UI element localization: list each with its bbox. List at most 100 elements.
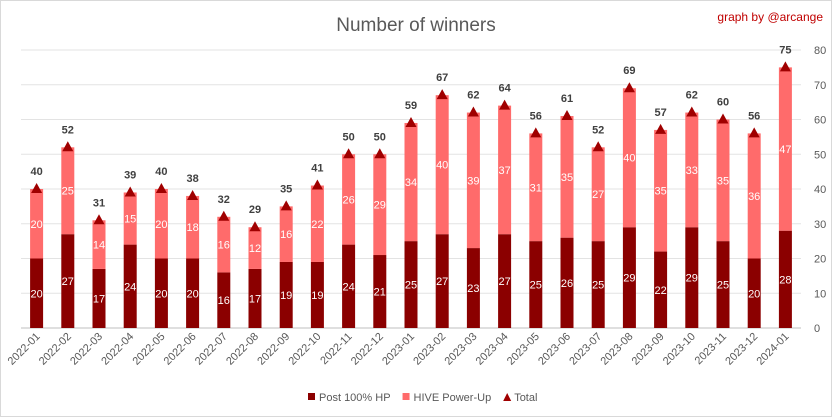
total-marker [592, 141, 604, 152]
x-tick-label: 2022-12 [349, 331, 386, 368]
bar-label-hive-power-up: 40 [436, 160, 448, 172]
legend-swatch [308, 393, 315, 400]
total-label: 29 [249, 204, 261, 216]
bar-post-100-hp [123, 244, 137, 328]
bar-label-hive-power-up: 35 [654, 186, 666, 198]
bar-label-post-100-hp: 20 [186, 288, 198, 300]
bar-hive-power-up [498, 105, 512, 235]
bar-label-post-100-hp: 20 [748, 288, 760, 300]
bar-post-100-hp [435, 234, 449, 328]
x-tick-label: 2023-09 [630, 331, 667, 368]
total-marker [779, 61, 791, 72]
bar-label-hive-power-up: 29 [374, 200, 386, 212]
x-tick-label: 2023-02 [411, 331, 448, 368]
legend-label: Post 100% HP [319, 392, 391, 404]
x-axis-labels: 2022-012022-022022-032022-042022-052022-… [6, 331, 792, 368]
total-marker [655, 123, 667, 134]
bar-hive-power-up [622, 88, 636, 228]
total-marker [467, 106, 479, 117]
bar-hive-power-up [186, 195, 200, 259]
total-marker [623, 82, 635, 93]
legend-swatch [402, 393, 410, 400]
bar-label-hive-power-up: 40 [623, 153, 635, 165]
bar-post-100-hp [342, 244, 356, 328]
y-axis: 0 10 20 30 40 50 60 70 80 [814, 45, 826, 335]
bar-label-post-100-hp: 27 [436, 276, 448, 288]
bar-post-100-hp [498, 234, 512, 328]
bar-post-100-hp [61, 234, 75, 328]
y-tick-label: 40 [814, 184, 826, 196]
x-tick-label: 2022-02 [37, 331, 74, 368]
bar-hive-power-up [373, 154, 387, 256]
x-tick-label: 2022-04 [99, 331, 136, 368]
bar-label-hive-power-up: 20 [155, 219, 167, 231]
total-label: 38 [186, 173, 198, 185]
bar-hive-power-up [310, 185, 324, 262]
total-label: 69 [623, 65, 635, 77]
total-label: 40 [155, 166, 167, 178]
y-tick-label: 80 [814, 45, 826, 57]
bar-post-100-hp [217, 272, 231, 328]
bar-hive-power-up [404, 122, 418, 242]
bar-label-post-100-hp: 24 [342, 281, 354, 293]
legend-label: Total [514, 392, 537, 404]
bar-label-post-100-hp: 25 [405, 280, 417, 292]
x-tick-label: 2022-03 [68, 331, 105, 368]
bar-hive-power-up [591, 147, 605, 242]
x-tick-label: 2023-08 [598, 331, 635, 368]
bar-post-100-hp [373, 255, 387, 328]
total-marker [249, 221, 261, 232]
y-tick-label: 0 [814, 323, 820, 335]
bar-hive-power-up [716, 119, 730, 242]
bar-label-hive-power-up: 27 [592, 189, 604, 201]
bar-label-post-100-hp: 19 [280, 290, 292, 302]
bar-post-100-hp [92, 268, 106, 328]
total-marker [717, 113, 729, 124]
bar-label-post-100-hp: 21 [374, 287, 386, 299]
total-label: 50 [374, 131, 386, 143]
x-tick-label: 2023-05 [505, 331, 542, 368]
bar-label-hive-power-up: 39 [467, 175, 479, 187]
bar-label-hive-power-up: 34 [405, 177, 417, 189]
x-tick-label: 2022-08 [224, 331, 261, 368]
bar-label-post-100-hp: 25 [592, 280, 604, 292]
bar-label-post-100-hp: 20 [30, 288, 42, 300]
bar-label-hive-power-up: 16 [280, 229, 292, 241]
x-tick-label: 2022-07 [193, 331, 230, 368]
bar-label-hive-power-up: 22 [311, 219, 323, 231]
x-tick-label: 2023-10 [661, 331, 698, 368]
bar-label-post-100-hp: 24 [124, 281, 136, 293]
x-tick-label: 2024-01 [754, 331, 791, 368]
total-label: 50 [342, 131, 354, 143]
total-label: 52 [592, 124, 604, 136]
bar-label-hive-power-up: 33 [686, 165, 698, 177]
x-tick-label: 2023-01 [380, 331, 417, 368]
bar-label-post-100-hp: 16 [218, 295, 230, 307]
bar-hive-power-up [685, 112, 699, 228]
bar-label-hive-power-up: 20 [30, 219, 42, 231]
bar-post-100-hp [591, 241, 605, 328]
bar-hive-power-up [466, 112, 480, 249]
legend-marker-total [503, 393, 512, 401]
bar-post-100-hp [279, 261, 293, 328]
bar-post-100-hp [778, 230, 792, 328]
bar-hive-power-up [435, 95, 449, 235]
bar-label-hive-power-up: 16 [218, 240, 230, 252]
x-tick-label: 2022-06 [162, 331, 199, 368]
x-tick-label: 2022-09 [255, 331, 292, 368]
total-label: 57 [654, 107, 666, 119]
total-label: 67 [436, 72, 448, 84]
total-label: 62 [467, 90, 479, 102]
bar-label-hive-power-up: 35 [561, 172, 573, 184]
total-marker [218, 210, 230, 221]
bar-label-hive-power-up: 14 [93, 240, 105, 252]
total-label: 56 [530, 110, 542, 122]
chart-credit: graph by @arcange [717, 10, 823, 24]
bar-label-hive-power-up: 12 [249, 243, 261, 255]
bar-hive-power-up [123, 192, 137, 245]
bar-label-post-100-hp: 23 [467, 283, 479, 295]
total-label: 39 [124, 169, 136, 181]
total-label: 59 [405, 100, 417, 112]
bar-label-hive-power-up: 37 [498, 165, 510, 177]
bar-post-100-hp [248, 268, 262, 328]
